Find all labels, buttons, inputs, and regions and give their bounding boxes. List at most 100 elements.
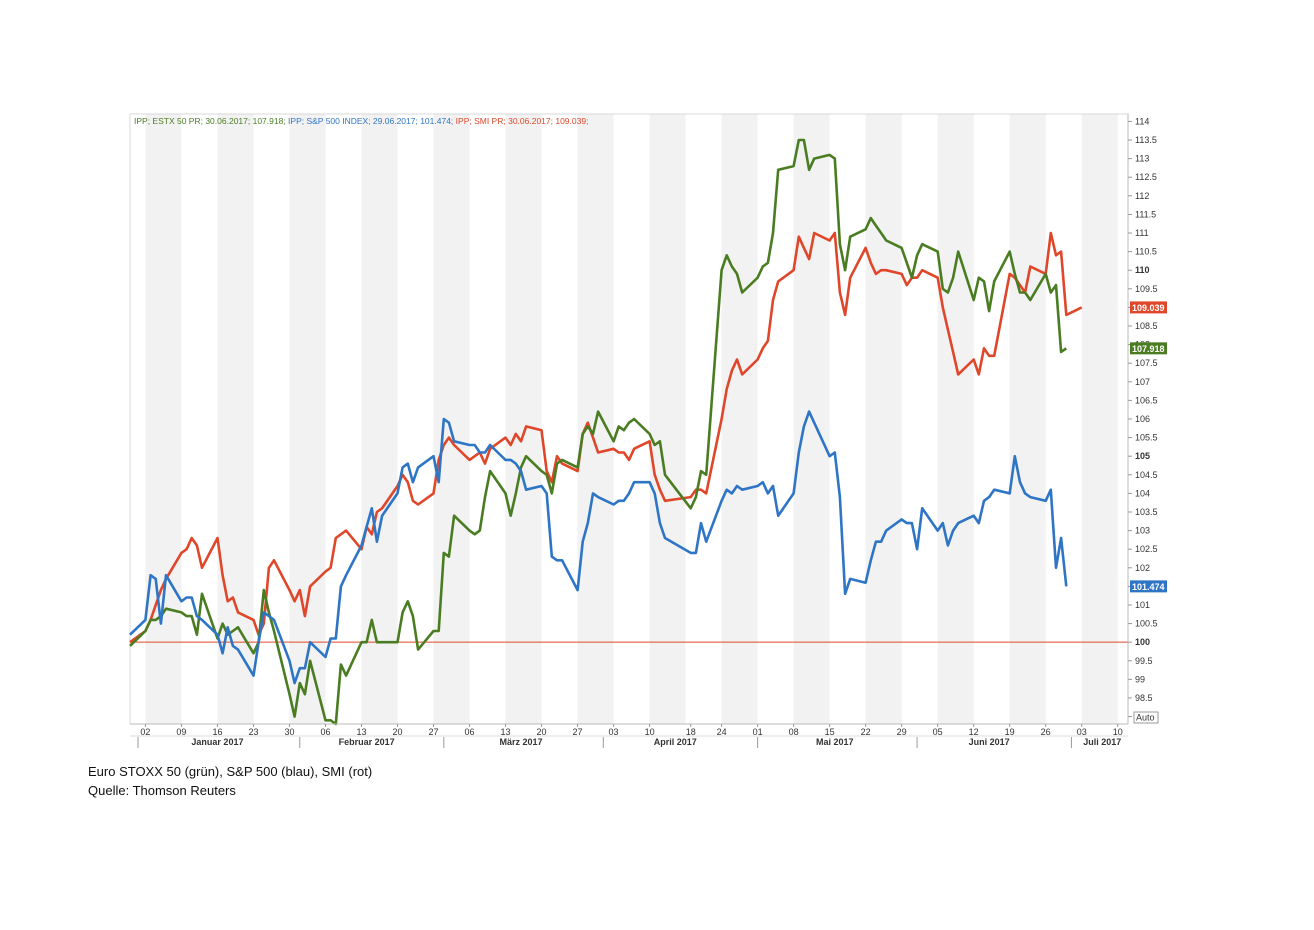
y-tick-label: 104.5 (1135, 470, 1158, 480)
x-tick-label: 27 (429, 727, 439, 737)
y-axis: 9898.59999.5100100.5101101.5102102.51031… (1127, 114, 1158, 724)
x-tick-label: 03 (1077, 727, 1087, 737)
y-tick-label: 100.5 (1135, 619, 1158, 629)
y-tick-label: 105 (1135, 451, 1150, 461)
chart-header: IPP; ESTX 50 PR; 30.06.2017; 107.918; IP… (134, 116, 588, 126)
week-band (721, 114, 758, 724)
x-tick-label: 03 (609, 727, 619, 737)
week-band (649, 114, 686, 724)
auto-button-label[interactable]: Auto (1136, 713, 1155, 723)
end-label-0: 109.039 (1132, 303, 1165, 313)
y-tick-label: 107.5 (1135, 358, 1158, 368)
x-tick-label: 24 (717, 727, 727, 737)
y-tick-label: 112 (1135, 191, 1149, 201)
x-tick-label: 27 (573, 727, 583, 737)
x-tick-label: 02 (140, 727, 150, 737)
week-band (433, 114, 470, 724)
x-tick-label: 23 (248, 727, 258, 737)
y-tick-label: 101 (1135, 600, 1150, 610)
x-tick-label: 12 (969, 727, 979, 737)
x-tick-label: 05 (933, 727, 943, 737)
x-tick-label: 29 (897, 727, 907, 737)
y-tick-label: 113.5 (1135, 135, 1157, 145)
y-tick-label: 108.5 (1135, 321, 1158, 331)
caption-series: Euro STOXX 50 (grün), S&P 500 (blau), SM… (88, 764, 373, 779)
month-label: Mai 2017 (816, 737, 854, 747)
month-label: April 2017 (654, 737, 697, 747)
y-tick-label: 105.5 (1135, 433, 1158, 443)
y-tick-label: 98.5 (1135, 693, 1153, 703)
month-label: Juli 2017 (1083, 737, 1121, 747)
x-tick-label: 10 (645, 727, 655, 737)
y-tick-label: 114 (1135, 116, 1149, 126)
auto-button[interactable]: Auto (1133, 711, 1159, 724)
x-tick-label: 20 (537, 727, 547, 737)
x-tick-label: 08 (789, 727, 799, 737)
end-label-1: 107.918 (1132, 344, 1165, 354)
month-label: März 2017 (499, 737, 542, 747)
x-tick-label: 18 (686, 727, 696, 737)
x-tick-label: 13 (356, 727, 366, 737)
week-band (1081, 114, 1118, 724)
month-label: Februar 2017 (339, 737, 395, 747)
week-band (289, 114, 326, 724)
x-tick-label: 15 (825, 727, 835, 737)
y-tick-label: 102 (1135, 563, 1150, 573)
x-tick-label: 26 (1041, 727, 1051, 737)
x-tick-label: 20 (392, 727, 402, 737)
y-tick-label: 109.5 (1135, 284, 1158, 294)
caption-source: Quelle: Thomson Reuters (88, 783, 236, 798)
y-tick-label: 111.5 (1135, 209, 1156, 219)
series-lines (129, 138, 1083, 726)
header-segment: IPP; SMI PR; 30.06.2017; 109.039; (453, 116, 588, 126)
y-tick-label: 100 (1135, 637, 1150, 647)
y-tick-label: 104 (1135, 488, 1150, 498)
y-tick-label: 106.5 (1135, 395, 1158, 405)
x-tick-label: 22 (861, 727, 871, 737)
x-tick-label: 09 (176, 727, 186, 737)
end-label-box-0 (1130, 301, 1167, 314)
week-band (145, 114, 182, 724)
x-axis: 02 09 16 23 30 06 13 20 27 06 13 20 27 03 10 18 24 01 08 15… (130, 723, 1128, 748)
end-label-2: 101.474 (1132, 582, 1165, 592)
week-bands (145, 114, 1118, 724)
y-tick-label: 111 (1135, 228, 1149, 238)
y-tick-label: 107 (1135, 377, 1150, 387)
y-tick-label: 103 (1135, 526, 1150, 536)
week-band (217, 114, 254, 724)
y-tick-label: 99 (1135, 674, 1145, 684)
end-labels: 109.039 107.918 101.474 (1130, 301, 1167, 593)
week-band (361, 114, 398, 724)
week-band (505, 114, 542, 724)
end-label-box-2 (1130, 580, 1167, 593)
series-line-2 (129, 410, 1068, 685)
auto-button-box[interactable] (1133, 711, 1159, 724)
header-segment: IPP; ESTX 50 PR; 30.06.2017; 107.918; (134, 116, 286, 126)
header-segment: IPP; S&P 500 INDEX; 29.06.2017; 101.474; (286, 116, 454, 126)
y-tick-label: 110.5 (1135, 247, 1157, 257)
y-tick-label: 106 (1135, 414, 1150, 424)
y-tick-label: 113 (1135, 154, 1149, 164)
x-tick-label: 06 (465, 727, 475, 737)
header-text: IPP; ESTX 50 PR; 30.06.2017; 107.918; IP… (134, 116, 588, 126)
week-band (865, 114, 902, 724)
y-tick-label: 103.5 (1135, 507, 1158, 517)
y-tick-label: 102.5 (1135, 544, 1158, 554)
series-line-1 (129, 138, 1068, 726)
x-tick-label: 10 (1113, 727, 1123, 737)
x-tick-label: 16 (212, 727, 222, 737)
y-tick-label: 112.5 (1135, 172, 1157, 182)
week-band (937, 114, 974, 724)
y-tick-label: 99.5 (1135, 656, 1153, 666)
x-tick-label: 13 (501, 727, 511, 737)
x-tick-label: 30 (284, 727, 294, 737)
end-label-box-1 (1130, 342, 1167, 355)
y-tick-label: 110 (1135, 265, 1150, 275)
week-band (1009, 114, 1046, 724)
month-label: Juni 2017 (969, 737, 1010, 747)
x-tick-label: 19 (1005, 727, 1015, 737)
series-line-0 (129, 231, 1083, 644)
month-label: Januar 2017 (191, 737, 243, 747)
x-tick-label: 01 (753, 727, 763, 737)
